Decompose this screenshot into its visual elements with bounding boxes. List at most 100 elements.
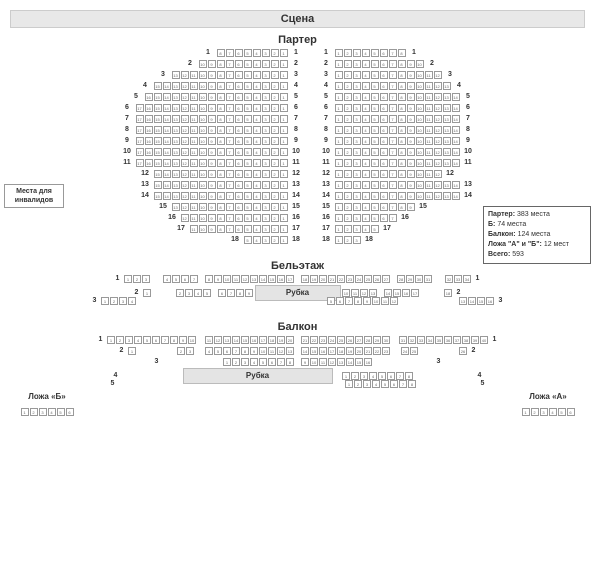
seat[interactable]: 7	[389, 126, 397, 134]
seat[interactable]: 9	[407, 148, 415, 156]
seat[interactable]: 3	[262, 137, 270, 145]
seat[interactable]: 7	[389, 115, 397, 123]
seat[interactable]: 2	[271, 159, 279, 167]
seat[interactable]: 4	[362, 60, 370, 68]
seat[interactable]: 19	[310, 275, 318, 283]
seat[interactable]: 8	[408, 380, 416, 388]
seat[interactable]: 7	[389, 104, 397, 112]
seat[interactable]: 1	[335, 159, 343, 167]
seat[interactable]: 16	[145, 148, 153, 156]
seat[interactable]: 17	[136, 104, 144, 112]
seat[interactable]: 12	[390, 297, 398, 305]
seat[interactable]: 9	[208, 214, 216, 222]
seat[interactable]: 34	[426, 336, 434, 344]
seat[interactable]: 3	[262, 192, 270, 200]
seat[interactable]: 15	[154, 192, 162, 200]
seat[interactable]: 6	[380, 170, 388, 178]
seat[interactable]: 23	[382, 347, 390, 355]
seat[interactable]: 11	[425, 93, 433, 101]
seat[interactable]: 5	[371, 225, 379, 233]
seat[interactable]: 6	[380, 115, 388, 123]
seat[interactable]: 14	[163, 170, 171, 178]
seat[interactable]: 6	[380, 214, 388, 222]
seat[interactable]: 2	[344, 159, 352, 167]
seat[interactable]: 5	[244, 214, 252, 222]
seat[interactable]: 26	[459, 347, 467, 355]
seat[interactable]: 7	[277, 358, 285, 366]
seat[interactable]: 10	[199, 115, 207, 123]
seat[interactable]: 3	[125, 336, 133, 344]
seat[interactable]: 5	[371, 104, 379, 112]
seat[interactable]: 14	[163, 126, 171, 134]
seat[interactable]: 14	[259, 275, 267, 283]
seat[interactable]: 2	[271, 137, 279, 145]
seat[interactable]: 2	[177, 347, 185, 355]
seat[interactable]: 11	[425, 181, 433, 189]
seat[interactable]: 5	[371, 60, 379, 68]
seat[interactable]: 10	[416, 71, 424, 79]
seat[interactable]: 16	[319, 347, 327, 355]
seat[interactable]: 3	[142, 275, 150, 283]
seat[interactable]: 6	[235, 181, 243, 189]
seat[interactable]: 9	[208, 203, 216, 211]
seat[interactable]: 2	[271, 214, 279, 222]
seat[interactable]: 6	[380, 82, 388, 90]
seat[interactable]: 3	[353, 170, 361, 178]
seat[interactable]: 5	[244, 93, 252, 101]
seat[interactable]: 28	[397, 275, 405, 283]
seat[interactable]: 10	[199, 82, 207, 90]
seat[interactable]: 9	[363, 297, 371, 305]
seat[interactable]: 5	[244, 181, 252, 189]
seat[interactable]: 4	[253, 203, 261, 211]
seat[interactable]: 4	[253, 214, 261, 222]
seat[interactable]: 5	[371, 49, 379, 57]
seat[interactable]: 7	[389, 137, 397, 145]
seat[interactable]: 3	[353, 82, 361, 90]
seat[interactable]: 10	[416, 126, 424, 134]
seat[interactable]: 8	[398, 49, 406, 57]
seat[interactable]: 10	[199, 137, 207, 145]
seat[interactable]: 22	[310, 336, 318, 344]
seat[interactable]: 3	[262, 49, 270, 57]
seat[interactable]: 31	[424, 275, 432, 283]
seat[interactable]: 4	[362, 170, 370, 178]
seat[interactable]: 25	[410, 347, 418, 355]
seat[interactable]: 9	[208, 115, 216, 123]
seat[interactable]: 9	[301, 358, 309, 366]
seat[interactable]: 11	[425, 126, 433, 134]
seat[interactable]: 11	[190, 93, 198, 101]
seat[interactable]: 4	[253, 115, 261, 123]
seat[interactable]: 4	[253, 126, 261, 134]
seat[interactable]: 4	[253, 82, 261, 90]
seat[interactable]: 6	[235, 82, 243, 90]
seat[interactable]: 5	[244, 71, 252, 79]
seat[interactable]: 10	[199, 170, 207, 178]
seat[interactable]: 4	[205, 347, 213, 355]
seat[interactable]: 2	[344, 104, 352, 112]
seat[interactable]: 2	[344, 71, 352, 79]
seat[interactable]: 14	[452, 181, 460, 189]
seat[interactable]: 1	[335, 82, 343, 90]
seat[interactable]: 3	[262, 60, 270, 68]
seat[interactable]: 7	[389, 159, 397, 167]
seat[interactable]: 6	[235, 148, 243, 156]
seat[interactable]: 12	[241, 275, 249, 283]
seat[interactable]: 15	[154, 82, 162, 90]
seat[interactable]: 9	[208, 93, 216, 101]
seat[interactable]: 9	[407, 203, 415, 211]
seat[interactable]: 5	[244, 60, 252, 68]
seat[interactable]: 10	[199, 214, 207, 222]
seat[interactable]: 1	[280, 192, 288, 200]
seat[interactable]: 14	[301, 347, 309, 355]
seat[interactable]: 31	[399, 336, 407, 344]
seat[interactable]: 4	[362, 49, 370, 57]
seat[interactable]: 20	[319, 275, 327, 283]
seat[interactable]: 2	[344, 148, 352, 156]
seat[interactable]: 4	[253, 49, 261, 57]
seat[interactable]: 16	[145, 159, 153, 167]
seat[interactable]: 38	[462, 336, 470, 344]
seat[interactable]: 9	[407, 192, 415, 200]
seat[interactable]: 6	[380, 203, 388, 211]
seat[interactable]: 14	[163, 148, 171, 156]
seat[interactable]: 5	[371, 115, 379, 123]
